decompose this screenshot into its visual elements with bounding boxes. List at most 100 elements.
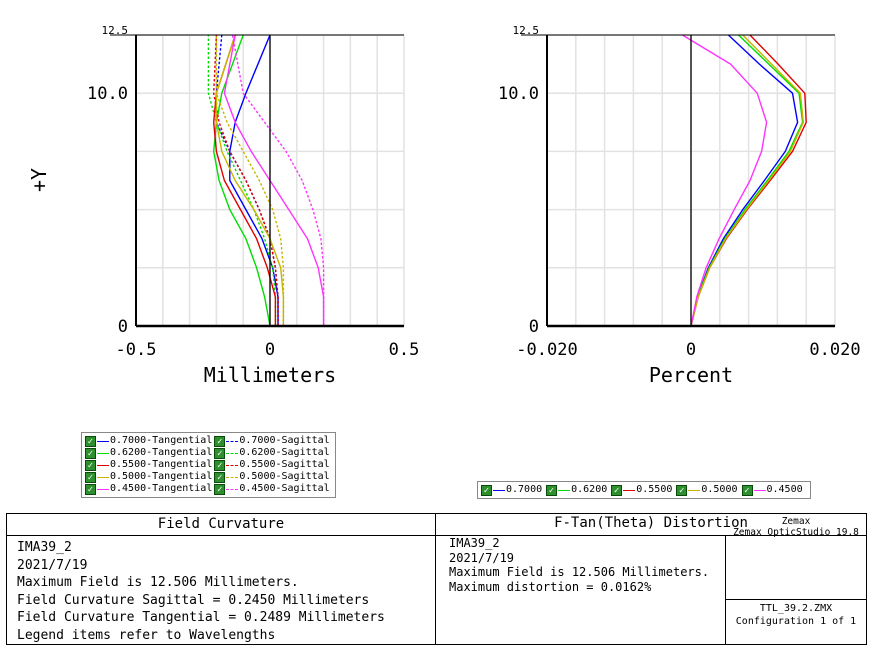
right-xlabel: Percent (649, 363, 733, 387)
left-series-0.7000-Tangential (229, 34, 279, 326)
legend-checkbox-icon[interactable]: ✓ (214, 435, 226, 447)
legend-checkbox-icon[interactable]: ✓ (676, 484, 688, 496)
legend-swatch (226, 464, 239, 466)
legend-swatch (97, 488, 109, 490)
legend-swatch (753, 489, 766, 491)
distortion-chart: -0.020 0 0.020 0 10.0 12.5 Percent (498, 24, 861, 387)
legend-swatch (97, 464, 109, 466)
legend-checkbox-icon[interactable]: ✓ (611, 484, 623, 496)
legend-label: 0.7000 (506, 484, 543, 495)
right-series (682, 34, 807, 327)
legend-checkbox-icon[interactable]: ✓ (214, 459, 226, 471)
right-ytick-label: 10.0 (498, 84, 539, 104)
left-series-0.5000-Sagittal (215, 35, 285, 326)
legend-checkbox-icon[interactable]: ✓ (85, 471, 96, 483)
legend-label: 0.6200 (571, 484, 608, 495)
legend-swatch (97, 440, 109, 442)
legend-label: 0.5500-Sagittal (239, 459, 330, 470)
left-xtick-label: -0.5 (116, 340, 157, 360)
legend-item[interactable]: ✓ 0.6200-Sagittal (214, 447, 330, 459)
legend-checkbox-icon[interactable]: ✓ (85, 447, 96, 459)
legend-label: 0.4500-Sagittal (239, 483, 330, 494)
legend-item[interactable]: ✓ 0.5500-Sagittal (214, 459, 330, 471)
left-xtick-label: 0 (265, 340, 275, 360)
file-name: TTL_39.2.ZMX (759, 603, 833, 614)
legend-checkbox-icon[interactable]: ✓ (481, 484, 492, 496)
legend-label: 0.6200-Tangential (110, 447, 213, 458)
legend-item[interactable]: ✓ 0.5000-Sagittal (214, 471, 330, 483)
legend-item[interactable]: ✓ 0.6200-Tangential (85, 447, 212, 459)
legend-checkbox-icon[interactable]: ✓ (546, 484, 558, 496)
legend-checkbox-icon[interactable]: ✓ (85, 435, 96, 447)
field-curvature-title: Field Curvature (7, 514, 436, 536)
legend-row: ✓ 0.7000 ✓ 0.6200 ✓ 0.5500 ✓ 0.5000 ✓ 0.4500 (481, 484, 807, 496)
legend-item[interactable]: ✓ 0.5500 (611, 484, 672, 496)
file-cell: TTL_39.2.ZMX Configuration 1 of 1 (726, 600, 866, 644)
left-series-0.4500-Sagittal (231, 34, 325, 326)
legend-swatch (226, 476, 239, 478)
legend-item[interactable]: ✓ 0.4500-Tangential (85, 483, 212, 495)
legend-swatch (97, 452, 109, 454)
legend-swatch (97, 476, 109, 478)
legend-label: 0.5500-Tangential (110, 459, 213, 470)
legend-label: 0.4500 (766, 484, 803, 495)
legend-item[interactable]: ✓ 0.4500 (741, 484, 803, 496)
info-line: Maximum Field is 12.506 Millimeters. (449, 565, 710, 579)
legend-checkbox-icon[interactable]: ✓ (85, 483, 96, 495)
legend-swatch (688, 489, 701, 491)
legend-item[interactable]: ✓ 0.5500-Tangential (85, 459, 212, 471)
left-ticks: -0.5 0 0.5 0 10.0 12.5 (87, 24, 419, 360)
legend-label: 0.7000-Sagittal (239, 435, 330, 446)
legend-checkbox-icon[interactable]: ✓ (741, 484, 753, 496)
legend-item[interactable]: ✓ 0.4500-Sagittal (214, 483, 330, 495)
distortion-info: IMA39_2 2021/7/19 Maximum Field is 12.506 … (436, 536, 726, 644)
legend-row: ✓ 0.4500-Tangential ✓ 0.4500-Sagittal (85, 483, 332, 495)
left-series-0.6200-Tangential (212, 34, 271, 327)
left-series-0.5500-Tangential (212, 34, 277, 326)
legend-label: 0.5000-Tangential (110, 471, 213, 482)
plots-area: -0.5 0 0.5 0 10.0 12.5 Millimeters +Y -0.020 0… (27, 24, 861, 387)
right-xtick-label: 0.020 (809, 340, 860, 360)
legend-checkbox-icon[interactable]: ✓ (214, 447, 226, 459)
right-series-0.4500 (682, 34, 768, 327)
legend-row: ✓ 0.5000-Tangential ✓ 0.5000-Sagittal (85, 471, 332, 483)
legend-item[interactable]: ✓ 0.7000-Tangential (85, 435, 212, 447)
distortion-title: F-Tan(Theta) Distortion (436, 514, 866, 536)
left-axes (110, 34, 404, 328)
brand-name: Zemax (781, 516, 811, 527)
left-xtick-label: 0.5 (389, 340, 420, 360)
legend-checkbox-icon[interactable]: ✓ (85, 459, 96, 471)
legend-swatch (226, 440, 239, 442)
left-xlabel: Millimeters (204, 363, 336, 387)
legend-item[interactable]: ✓ 0.6200 (546, 484, 607, 496)
legend-swatch (226, 452, 239, 454)
legend-label: 0.6200-Sagittal (239, 447, 330, 458)
info-line: Field Curvature Tangential = 0.2489 Mill… (17, 610, 385, 625)
field-curvature-info: IMA39_2 2021/7/19 Maximum Field is 12.506 … (7, 536, 436, 644)
legend-item[interactable]: ✓ 0.7000 (481, 484, 542, 496)
left-series-0.7000-Sagittal (215, 34, 279, 326)
legend-item[interactable]: ✓ 0.5000-Tangential (85, 471, 212, 483)
right-xtick-label: 0 (686, 340, 696, 360)
info-line: Maximum Field is 12.506 Millimeters. (17, 575, 299, 590)
field-curvature-chart: -0.5 0 0.5 0 10.0 12.5 Millimeters +Y (27, 24, 419, 387)
info-line: Field Curvature Sagittal = 0.2450 Millim… (17, 592, 370, 608)
product-name: Zemax OpticStudio 19.8 (733, 527, 859, 538)
legend-item[interactable]: ✓ 0.5000 (676, 484, 738, 496)
legend-checkbox-icon[interactable]: ✓ (214, 483, 226, 495)
info-line: IMA39_2 (17, 540, 72, 555)
legend-checkbox-icon[interactable]: ✓ (214, 471, 226, 483)
brand-cell: Zemax Zemax OpticStudio 19.8 (726, 514, 866, 600)
legend-item[interactable]: ✓ 0.7000-Sagittal (214, 435, 330, 447)
left-series-0.6200-Sagittal (207, 35, 277, 326)
info-line: Maximum distortion = 0.0162% (449, 579, 652, 594)
info-box: Field Curvature F-Tan(Theta) Distortion … (6, 513, 867, 645)
legend-row: ✓ 0.6200-Tangential ✓ 0.6200-Sagittal (85, 447, 332, 459)
field-curvature-legend: ✓ 0.7000-Tangential ✓ 0.7000-Sagittal ✓ 0.620… (81, 432, 336, 498)
left-series-0.5500-Sagittal (212, 34, 279, 326)
legend-label: 0.5000 (701, 484, 738, 495)
left-ytick-label: 0 (118, 317, 128, 337)
right-xtick-label: -0.020 (516, 340, 577, 360)
legend-row: ✓ 0.5500-Tangential ✓ 0.5500-Sagittal (85, 459, 332, 471)
legend-row: ✓ 0.7000-Tangential ✓ 0.7000-Sagittal (85, 435, 332, 447)
